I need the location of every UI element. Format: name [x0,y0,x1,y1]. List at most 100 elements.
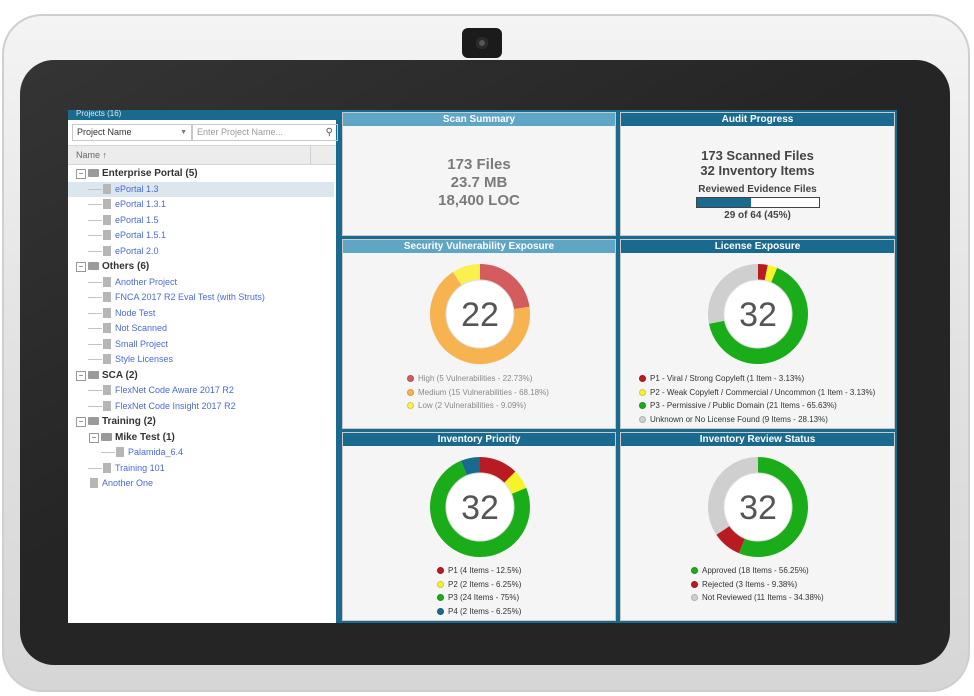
tree-connector [88,328,102,329]
tree-project-item[interactable]: Training 101 [68,461,334,476]
legend-label: P4 (2 Items - 6.25%) [448,606,522,616]
tree-folder[interactable]: − Mike Test (1) [68,430,334,445]
security-segment-0[interactable] [479,264,530,310]
review-segment-0[interactable] [738,457,808,557]
project-icon [103,292,111,302]
legend-label: Unknown or No License Found (9 Items - 2… [650,414,828,424]
license-legend-item[interactable]: P3 - Permissive / Public Domain (21 Item… [639,399,875,413]
tree-project-item[interactable]: ePortal 2.0 [68,244,334,259]
license-segment-0[interactable] [757,264,768,281]
tree-project-item[interactable]: ePortal 1.3.1 [68,197,334,212]
project-icon [103,276,111,287]
license-legend-item[interactable]: P2 - Weak Copyleft / Commercial / Uncomm… [639,386,875,400]
tree-connector [88,390,102,391]
security-segment-2[interactable] [452,264,481,286]
tree-folder[interactable]: − Training (2) [68,414,334,429]
license-legend-item[interactable]: Unknown or No License Found (9 Items - 2… [639,413,875,427]
legend-label: P2 (2 Items - 6.25%) [448,579,522,589]
tree-folder[interactable]: − SCA (2) [68,368,334,383]
project-icon [103,214,111,225]
project-search-input[interactable]: Enter Project Name... ⚲ [192,124,338,141]
priority-center-total: 32 [461,489,499,527]
priority-segment-2[interactable] [430,460,530,557]
tree-item-label: Style Licenses [115,354,174,364]
legend-swatch-icon [639,388,646,396]
tree-project-item[interactable]: ePortal 1.3 [68,181,334,197]
folder-icon [88,262,99,270]
column-divider [310,146,311,164]
tree-project-item[interactable]: ePortal 1.5 [68,213,334,228]
tree-project-item[interactable]: Small Project [68,337,334,352]
reviewed-evidence-label: Reviewed Evidence Files [698,184,817,195]
legend-swatch-icon [639,375,646,382]
tree-item-label: Palamida_6.4 [128,447,184,457]
priority-segment-1[interactable] [503,471,527,495]
search-placeholder: Enter Project Name... [197,127,284,137]
priority-legend-item[interactable]: P2 (2 Items - 6.25%) [437,578,521,592]
audit-progress-panel: Audit Progress 173 Scanned Files 32 Inve… [620,112,895,236]
license-segment-1[interactable] [764,264,778,283]
legend-swatch-icon [437,567,444,574]
tree-project-item[interactable]: FNCA 2017 R2 Eval Test (with Struts) [68,290,334,305]
tree-project-item[interactable]: Palamida_6.4 [68,445,334,460]
scan-size: 23.7 MB [450,174,508,191]
security-donut-chart: 22 [430,264,530,364]
filter-field-select[interactable]: Project Name ▼ [72,124,192,141]
inventory-review-panel: Inventory Review Status 32 Approved (18 … [620,432,895,621]
review-segment-1[interactable] [716,525,746,554]
legend-label: P1 - Viral / Strong Copyleft (1 Item - 3… [650,374,805,383]
tree-project-item[interactable]: ePortal 1.5.1 [68,228,334,243]
collapse-toggle-icon[interactable]: − [89,432,99,443]
review-legend: Approved (18 Items - 56.25%) Rejected (3 … [691,564,824,605]
tree-connector [88,343,102,345]
name-column-header[interactable]: Name ↑ [68,145,336,165]
tree-item-label: Training 101 [115,462,165,473]
tree-connector [88,235,102,236]
review-segment-2[interactable] [708,457,759,535]
folder-icon [88,169,99,177]
security-segment-1[interactable] [430,271,530,364]
priority-segment-0[interactable] [479,457,516,484]
security-center-total: 22 [461,296,499,334]
security-panel-title: Security Vulnerability Exposure [343,240,615,253]
tree-project-item[interactable]: Style Licenses [68,352,334,367]
collapse-toggle-icon[interactable]: − [76,262,86,272]
collapse-toggle-icon[interactable]: − [76,370,86,381]
tree-project-item[interactable]: Another One [68,476,334,491]
review-legend-item[interactable]: Not Reviewed (11 Items - 34.38%) [691,591,824,605]
security-legend-item[interactable]: High (5 Vulnerabilities - 22.73%) [407,372,549,386]
tree-item-label: Not Scanned [115,323,168,333]
collapse-toggle-icon[interactable]: − [76,169,86,179]
priority-legend-item[interactable]: P3 (24 Items - 75%) [437,591,521,605]
review-legend-item[interactable]: Approved (18 Items - 56.25%) [691,564,824,578]
tree-project-item[interactable]: FlexNet Code Aware 2017 R2 [68,383,334,398]
tree-item-label: ePortal 1.5 [115,214,159,225]
search-icon[interactable]: ⚲ [325,127,333,138]
filter-select-label: Project Name [77,127,132,137]
collapse-toggle-icon[interactable]: − [76,417,86,427]
inventory-priority-panel: Inventory Priority 32 P1 (4 Items - 12.5… [342,432,616,621]
tree-connector [88,219,102,221]
tree-project-item[interactable]: FlexNet Code Insight 2017 R2 [68,399,334,414]
priority-segment-3[interactable] [460,457,481,476]
priority-legend-item[interactable]: P1 (4 Items - 12.5%) [437,564,521,578]
security-legend-item[interactable]: Low (2 Vulnerabilities - 9.09%) [407,399,549,413]
tree-folder[interactable]: − Others (6) [68,259,334,274]
scanned-files-count: 173 Scanned Files [701,148,814,163]
tree-project-item[interactable]: Another Project [68,275,334,290]
review-legend-item[interactable]: Rejected (3 Items - 9.38%) [691,578,824,592]
legend-label: P3 (24 Items - 75%) [448,593,520,602]
security-legend-item[interactable]: Medium (15 Vulnerabilities - 68.18%) [407,386,549,400]
tree-project-item[interactable]: Not Scanned [68,321,334,336]
tree-project-item[interactable]: Node Test [68,306,334,321]
tree-connector [88,405,102,407]
tree-connector [88,188,102,190]
legend-swatch-icon [691,580,698,588]
license-segment-3[interactable] [708,264,759,324]
tree-item-label: FlexNet Code Insight 2017 R2 [115,400,236,411]
license-segment-2[interactable] [708,267,808,364]
tree-folder[interactable]: − Enterprise Portal (5) [68,166,334,181]
priority-legend-item[interactable]: P4 (2 Items - 6.25%) [437,605,521,619]
license-legend-item[interactable]: P1 - Viral / Strong Copyleft (1 Item - 3… [639,372,875,386]
license-panel-title: License Exposure [621,240,894,253]
